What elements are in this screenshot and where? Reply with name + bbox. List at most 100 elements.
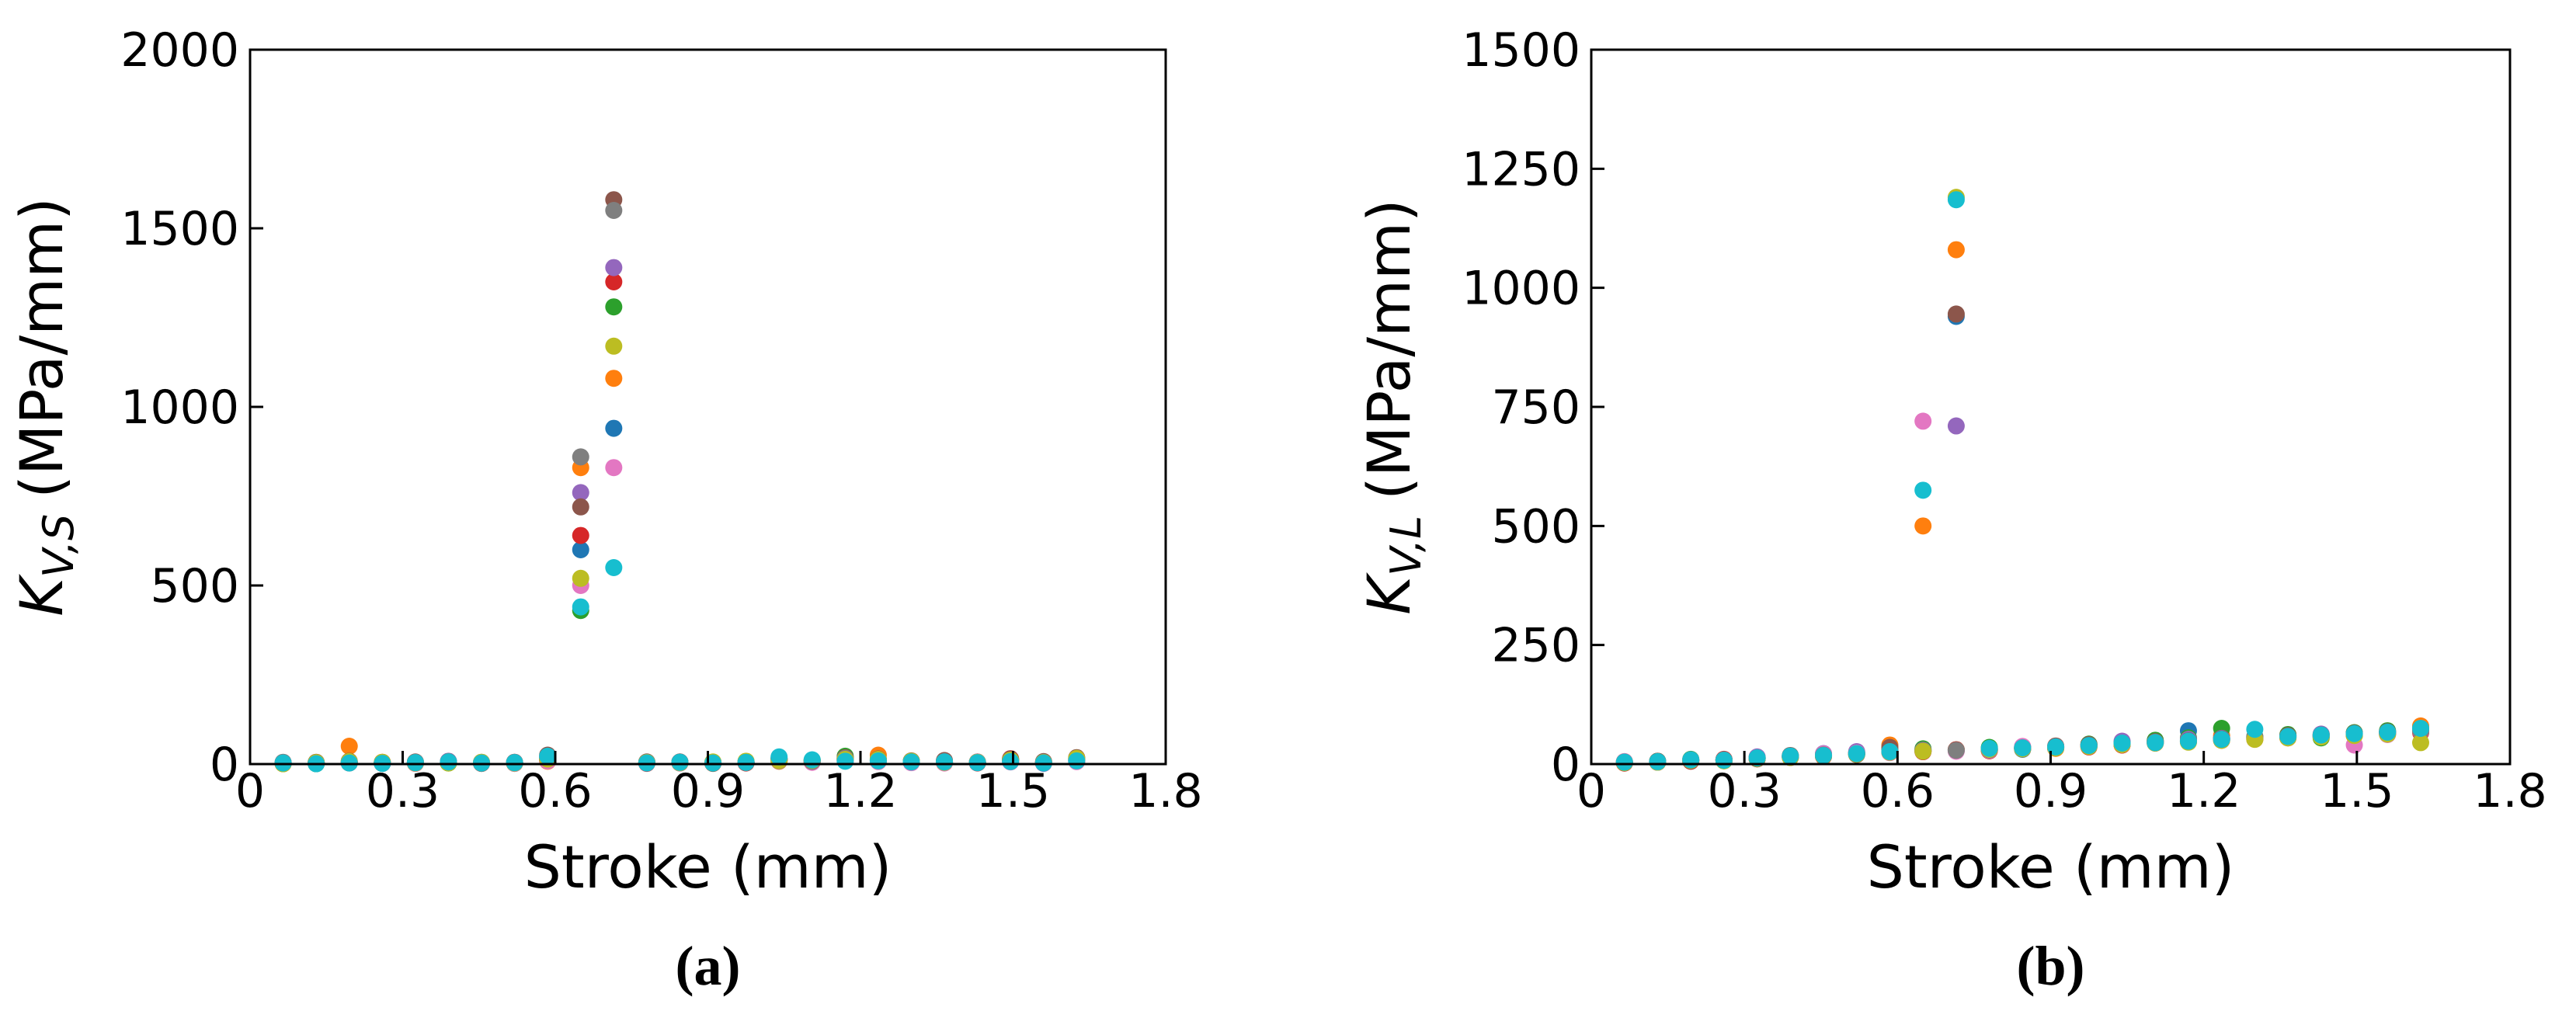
y-tick-label: 500 [1491,499,1580,554]
scatter-point [902,753,920,771]
scatter-point [968,754,986,772]
x-tick-label: 1.8 [1128,764,1202,818]
scatter-point [605,370,623,387]
scatter-point [2411,734,2429,752]
scatter-point [803,751,821,769]
scatter-point [605,559,623,576]
y-tick-label: 1000 [120,380,239,435]
scatter-point [1848,745,1865,763]
scatter-point [539,747,557,765]
y-tick-label: 0 [210,738,239,792]
scatter-point [605,459,623,477]
y-tick-label: 500 [150,559,239,613]
y-label-unit: (MPa/mm) [7,197,76,499]
x-tick-label: 0.3 [366,764,440,818]
y-tick-label: 1250 [1462,142,1580,196]
scatter-point [2213,731,2230,749]
scatter-point [1947,305,1965,323]
y-axis-label: KV,S (MPa/mm) [7,197,83,617]
scatter-point [605,259,623,276]
scatter-point [1002,752,1020,770]
x-tick-label: 1.5 [2320,764,2393,818]
x-tick-label: 0.6 [1861,764,1935,818]
scatter-point [1914,481,1932,499]
scatter-point [2345,724,2363,742]
chart-panel: 0 0.3 0.6 0.9 1.2 1.5 1.8 0 500 1000 1500 2000 Strok… [7,23,1203,997]
scatter-point [1815,746,1833,764]
scatter-point [406,754,424,772]
x-axis-label: Stroke (mm) [524,832,892,902]
scatter-point [2147,734,2164,752]
y-tick-label: 250 [1491,619,1580,673]
y-tick-label: 1000 [1462,262,1580,316]
scatter-point [671,753,689,771]
y-tick-label: 2000 [120,23,239,78]
x-tick-label: 1.2 [2167,764,2241,818]
scatter-point [506,754,523,772]
y-tick-label: 1500 [1462,23,1580,78]
scatter-point [605,337,623,355]
scatter-point [605,273,623,290]
scatter-point [572,569,589,587]
x-axis-label: Stroke (mm) [1867,832,2235,902]
scatter-point [572,598,589,616]
scatter-point [2014,739,2032,757]
y-label-unit: (MPa/mm) [1354,199,1424,500]
x-tick-label: 0 [235,764,265,818]
y-axis-label: KV,L (MPa/mm) [1354,199,1431,614]
scatter-point [1914,517,1932,535]
scatter-point [572,541,589,558]
scatter-point [2312,726,2330,744]
y-tick-label: 1500 [120,202,239,256]
scatter-point [572,498,589,516]
scatter-point [1748,749,1766,767]
scatter-point [2080,737,2098,755]
y-label-subscript: V,L [1382,516,1431,576]
panel-label: (b) [2017,935,2085,997]
x-tick-label: 1.2 [823,764,897,818]
scatter-point [1947,191,1965,209]
y-label-subscript: V,S [34,514,83,578]
y-label-symbol: K [1354,572,1424,615]
scatter-point [1947,742,1965,759]
scatter-point [1068,752,1086,770]
plot-frame [249,48,1167,766]
scatter-point [572,526,589,544]
scatter-point [836,752,854,770]
x-tick-label: 1.8 [2473,764,2546,818]
x-tick-label: 0.9 [2014,764,2088,818]
scatter-point [1881,743,1899,761]
scatter-point [770,748,788,766]
scatter-point [340,738,358,755]
scatter-point [2113,735,2131,752]
x-tick-label: 1.5 [976,764,1050,818]
scatter-point [605,419,623,437]
scatter-point [1682,751,1700,769]
x-tick-label: 0.9 [671,764,745,818]
scatter-point [1782,747,1799,765]
scatter-point [1947,417,1965,435]
x-tick-label: 0.3 [1707,764,1781,818]
scatter-point [2179,732,2197,750]
scatter-point [572,448,589,466]
scatter-point [440,753,457,771]
scatter-point [737,753,755,771]
scatter-point [1980,739,1998,757]
scatter-point [1649,752,1667,770]
scatter-point [1615,753,1633,771]
plot-frame [1590,48,2512,766]
y-tick-label: 750 [1491,380,1580,435]
y-label-symbol: K [7,574,76,617]
scatter-point [2279,728,2297,745]
scatter-point [2379,723,2397,741]
scatter-point [605,202,623,219]
scatter-point [936,753,954,771]
scatter-point [2411,720,2429,737]
x-tick-label: 0.6 [518,764,592,818]
scatter-point [605,298,623,316]
y-tick-label: 0 [1551,738,1580,792]
panel-label: (a) [676,935,741,997]
x-tick-label: 0 [1577,764,1606,818]
